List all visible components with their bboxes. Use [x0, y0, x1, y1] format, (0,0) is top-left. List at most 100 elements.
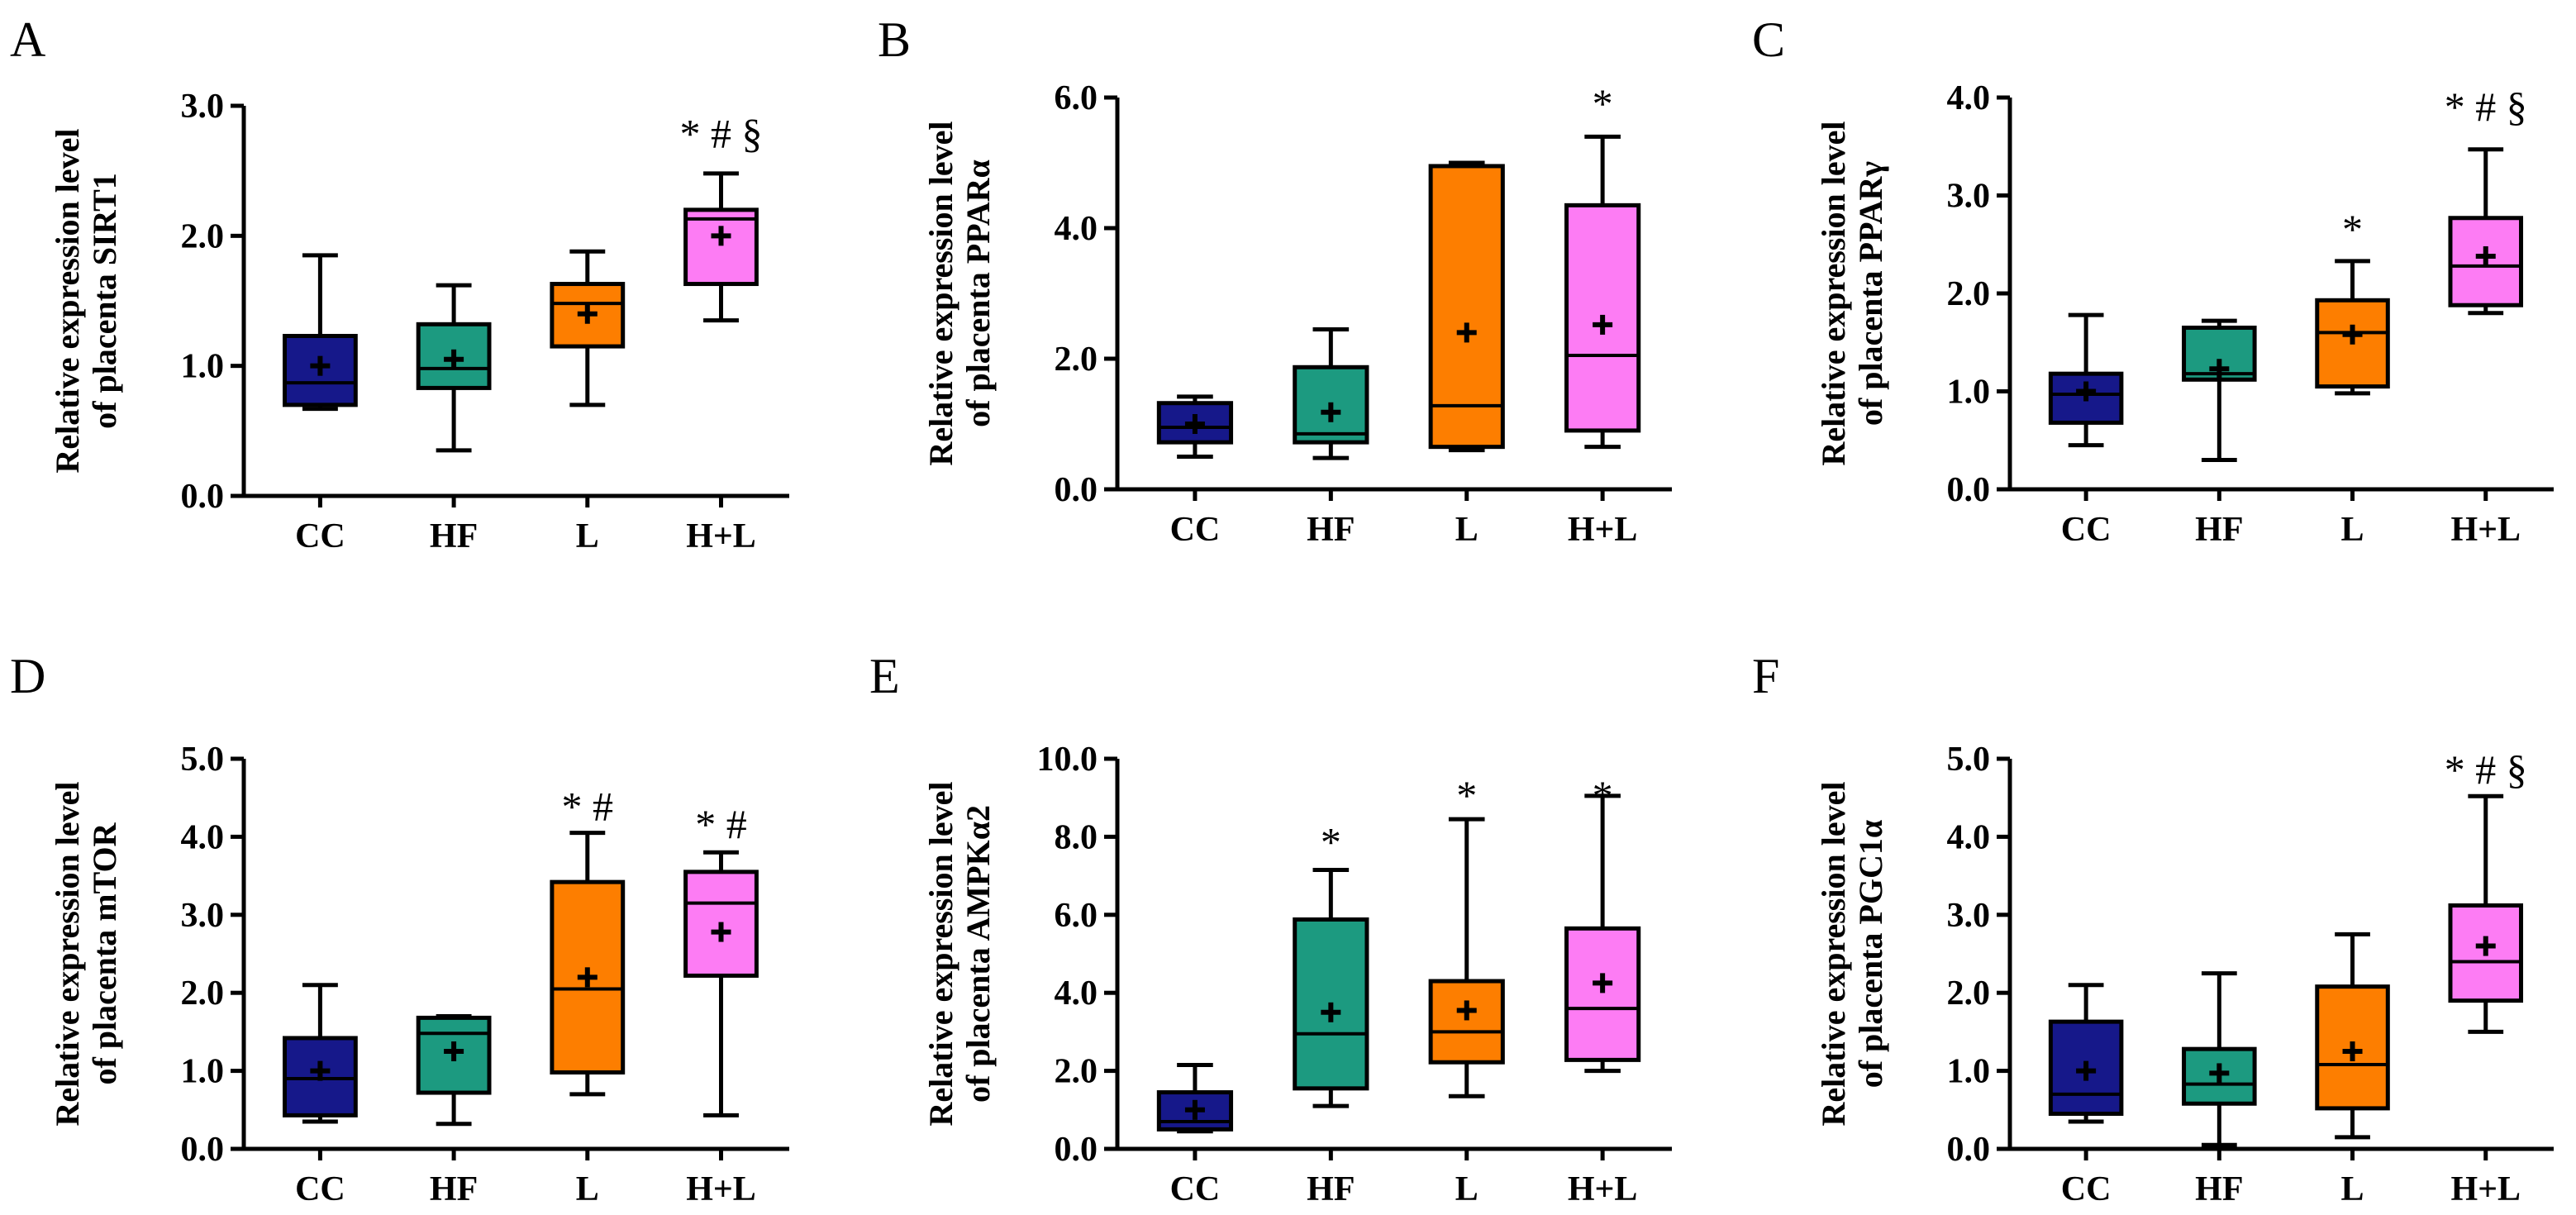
y-tick-label: 2.0 [1055, 1053, 1098, 1091]
y-tick-label: 0.0 [1055, 1131, 1098, 1169]
box-hplusl [683, 171, 759, 323]
x-tick-label: CC [295, 1170, 345, 1208]
y-axis-title-line-2: of placenta PPARγ [1852, 161, 1889, 426]
x-tick-label: L [1455, 1170, 1478, 1208]
box-l [550, 831, 626, 1097]
x-tick-label: L [2341, 511, 2364, 549]
y-axis-title-line-1: Relative expression level [922, 782, 959, 1127]
panel-letter: E [869, 649, 900, 703]
significance-annotation: * [2342, 206, 2363, 252]
y-tick-label: 2.0 [181, 217, 225, 255]
x-tick-label: CC [2061, 1170, 2112, 1208]
y-tick-label: 5.0 [181, 741, 225, 779]
panel-b: B 0.0 2.0 4.0 6.0 Relative expression level of… [878, 12, 1672, 549]
box-l [2315, 259, 2390, 396]
box-cc [2048, 983, 2124, 1124]
x-tick-label: CC [1170, 1170, 1221, 1208]
box-hplusl [1564, 793, 1641, 1074]
y-tick-label: 10.0 [1037, 741, 1098, 779]
box-hf [2182, 971, 2257, 1147]
y-tick-label: 4.0 [1055, 974, 1098, 1012]
y-axis-title-line-2: of placenta SIRT1 [86, 173, 123, 429]
y-axis-title-line-2: of placenta AMPKα2 [959, 805, 997, 1103]
y-tick-label: 8.0 [1055, 818, 1098, 856]
box-hf [416, 1014, 492, 1127]
y-axis-title-line-1: Relative expression level [1815, 122, 1852, 466]
box-l [1428, 817, 1505, 1098]
significance-annotation: * # [695, 801, 747, 847]
significance-annotation: * # [562, 784, 614, 830]
box-hf [2182, 318, 2257, 462]
significance-annotation: * # § [2445, 746, 2527, 793]
y-axis-title-line-1: Relative expression level [49, 782, 86, 1127]
panel-letter: C [1752, 12, 1785, 67]
box-l [550, 249, 626, 407]
y-axis-title-line-1: Relative expression level [922, 122, 959, 466]
y-tick-label: 6.0 [1055, 79, 1098, 117]
box-cc [1156, 1063, 1234, 1134]
y-tick-label: 2.0 [1947, 275, 1991, 313]
x-tick-label: CC [2061, 511, 2112, 549]
box-body [683, 207, 759, 287]
y-axis-title-line-1: Relative expression level [49, 129, 86, 474]
x-tick-label: H+L [686, 1170, 756, 1208]
box-hf [1293, 868, 1369, 1108]
significance-annotation: * [1593, 80, 1613, 126]
x-tick-label: L [576, 517, 599, 555]
box-l [2315, 932, 2390, 1140]
y-tick-label: 0.0 [1947, 471, 1991, 509]
x-tick-label: L [2341, 1170, 2364, 1208]
x-tick-label: CC [295, 517, 345, 555]
x-tick-label: L [1455, 511, 1478, 549]
panel-letter: F [1752, 649, 1779, 703]
significance-annotation: * # § [680, 111, 763, 157]
x-tick-label: HF [2195, 511, 2243, 549]
x-tick-label: H+L [1568, 1170, 1638, 1208]
panel-e: E 0.0 2.0 4.0 6.0 8.0 10.0 Relative expression … [869, 649, 1672, 1208]
y-tick-label: 3.0 [181, 88, 225, 126]
x-tick-label: HF [1307, 511, 1355, 549]
y-tick-label: 0.0 [181, 478, 225, 516]
y-tick-label: 4.0 [1947, 818, 1991, 856]
y-tick-label: 4.0 [1947, 79, 1991, 117]
y-tick-label: 0.0 [181, 1131, 225, 1169]
x-tick-label: H+L [1568, 511, 1638, 549]
y-tick-label: 1.0 [1947, 1053, 1991, 1091]
x-tick-label: HF [1307, 1170, 1355, 1208]
y-tick-label: 4.0 [181, 818, 225, 856]
x-tick-label: HF [430, 1170, 478, 1208]
significance-annotation: * [1321, 818, 1341, 865]
panel-letter: B [878, 12, 911, 67]
y-axis-title-line-1: Relative expression level [1815, 782, 1852, 1127]
y-tick-label: 4.0 [1055, 210, 1098, 248]
significance-annotation: * [1456, 772, 1477, 818]
panel-d: D 0.0 1.0 2.0 3.0 4.0 5.0 Relative expression l… [10, 649, 789, 1208]
box-body [416, 1015, 492, 1095]
panel-c: C 0.0 1.0 2.0 3.0 4.0 Relative expression leve… [1752, 12, 2554, 549]
significance-annotation: * [1593, 772, 1613, 818]
y-tick-label: 2.0 [181, 974, 225, 1012]
box-body [1564, 926, 1641, 1062]
box-l [1428, 160, 1505, 453]
box-hf [1293, 326, 1369, 460]
x-tick-label: H+L [686, 517, 756, 555]
x-tick-label: HF [430, 517, 478, 555]
y-tick-label: 3.0 [1947, 178, 1991, 216]
box-cc [283, 253, 358, 412]
y-tick-label: 1.0 [181, 1053, 225, 1091]
box-cc [283, 983, 358, 1124]
box-hplusl [2448, 147, 2524, 316]
box-hplusl [1564, 134, 1641, 450]
x-tick-label: CC [1170, 511, 1221, 549]
y-tick-label: 1.0 [1947, 374, 1991, 412]
box-hplusl [2448, 793, 2524, 1034]
significance-annotation: * # § [2445, 83, 2527, 130]
y-tick-label: 2.0 [1947, 974, 1991, 1012]
y-tick-label: 3.0 [1947, 897, 1991, 935]
box-hf [416, 283, 492, 453]
x-tick-label: H+L [2450, 511, 2521, 549]
box-body [1428, 979, 1505, 1065]
box-cc [2048, 312, 2124, 448]
panel-letter: A [10, 12, 45, 67]
